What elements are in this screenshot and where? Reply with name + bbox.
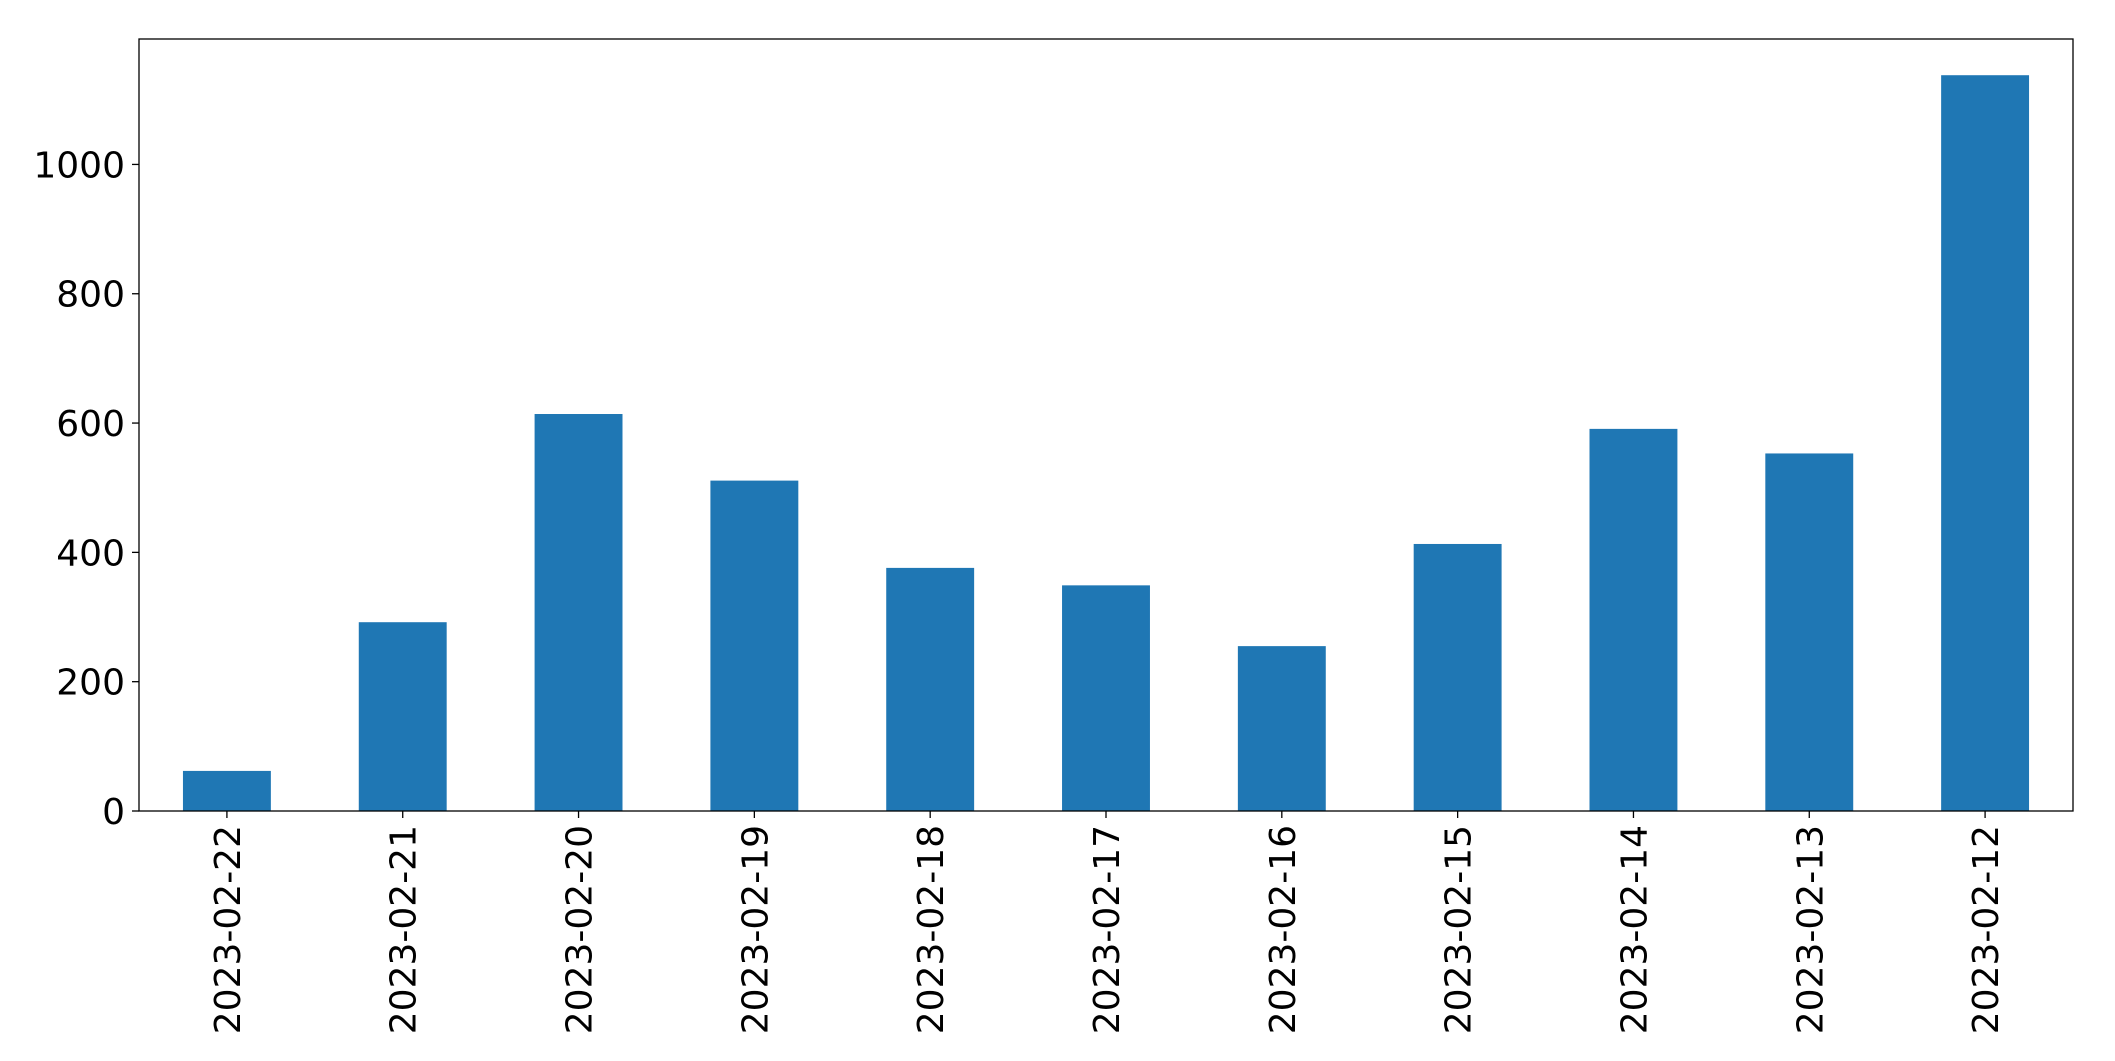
- bar: [182, 770, 271, 811]
- x-tick-label: 2023-02-13: [1790, 825, 1831, 1034]
- bar: [1941, 75, 2030, 811]
- plot-frame: [138, 38, 2074, 812]
- y-tick-label: 0: [102, 792, 125, 833]
- bar: [1589, 428, 1678, 811]
- bar: [1765, 453, 1854, 811]
- bar: [886, 567, 975, 811]
- bar: [710, 480, 799, 811]
- y-tick-label: 800: [56, 275, 125, 316]
- x-tick-label: 2023-02-14: [1614, 825, 1655, 1034]
- bar: [1413, 543, 1502, 811]
- x-tick-label: 2023-02-12: [1966, 825, 2007, 1034]
- x-tick-label: 2023-02-22: [208, 825, 249, 1034]
- x-tick-label: 2023-02-17: [1087, 825, 1128, 1034]
- bar: [1062, 585, 1150, 811]
- x-tick-label: 2023-02-18: [911, 825, 952, 1034]
- y-tick-label: 200: [56, 663, 125, 704]
- y-tick-label: 400: [56, 533, 125, 574]
- y-tick-label: 600: [56, 404, 125, 445]
- bar: [534, 414, 623, 811]
- y-tick-label: 1000: [33, 145, 125, 186]
- x-tick-label: 2023-02-21: [384, 825, 425, 1034]
- x-tick-label: 2023-02-19: [735, 825, 776, 1034]
- bar: [358, 622, 447, 811]
- bar: [1237, 646, 1326, 811]
- x-tick-label: 2023-02-15: [1439, 825, 1480, 1034]
- x-tick-label: 2023-02-16: [1263, 825, 1304, 1034]
- x-tick-label: 2023-02-20: [560, 825, 601, 1034]
